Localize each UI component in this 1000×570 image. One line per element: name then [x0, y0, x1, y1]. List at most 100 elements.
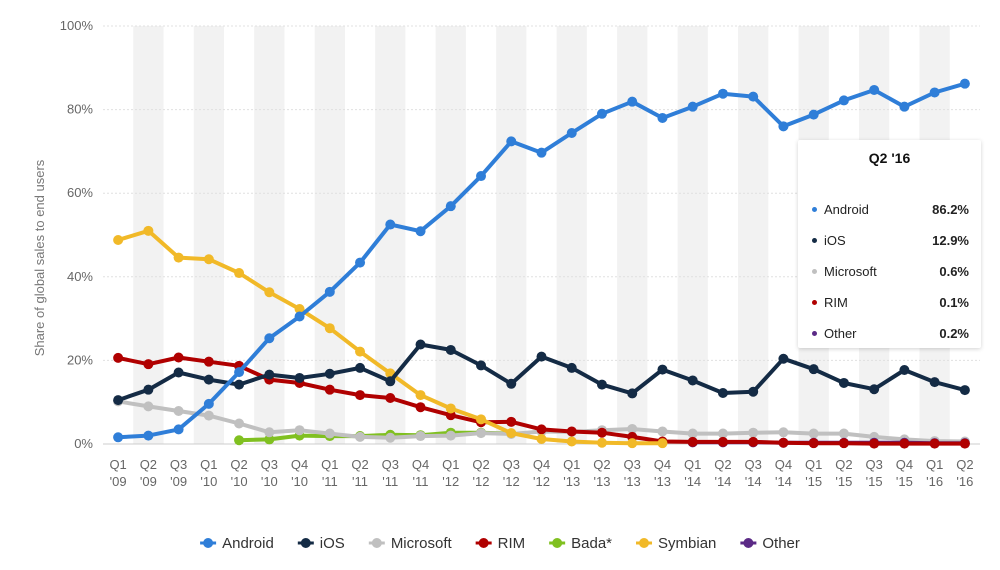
- rim-point[interactable]: [203, 356, 214, 367]
- microsoft-point[interactable]: [173, 405, 184, 416]
- android-point[interactable]: [717, 88, 728, 99]
- symbian-point[interactable]: [113, 235, 124, 246]
- legend-item-rim[interactable]: RIM: [475, 535, 526, 552]
- android-point[interactable]: [929, 87, 940, 98]
- rim-point[interactable]: [415, 402, 426, 413]
- android-point[interactable]: [203, 398, 214, 409]
- symbian-point[interactable]: [476, 414, 487, 425]
- bada-point[interactable]: [264, 434, 275, 445]
- ios-point[interactable]: [869, 384, 880, 395]
- rim-point[interactable]: [324, 384, 335, 395]
- android-point[interactable]: [536, 147, 547, 158]
- microsoft-point[interactable]: [838, 428, 849, 439]
- microsoft-point[interactable]: [627, 423, 638, 434]
- ios-point[interactable]: [113, 395, 124, 406]
- android-point[interactable]: [899, 101, 910, 112]
- ios-point[interactable]: [476, 360, 487, 371]
- ios-point[interactable]: [385, 376, 396, 387]
- android-point[interactable]: [838, 95, 849, 106]
- android-point[interactable]: [959, 78, 970, 89]
- microsoft-point[interactable]: [476, 428, 487, 439]
- rim-point[interactable]: [566, 426, 577, 437]
- ios-point[interactable]: [929, 377, 940, 388]
- rim-point[interactable]: [687, 436, 698, 447]
- symbian-point[interactable]: [143, 225, 154, 236]
- android-point[interactable]: [113, 432, 124, 443]
- ios-point[interactable]: [445, 344, 456, 355]
- ios-point[interactable]: [324, 368, 335, 379]
- ios-point[interactable]: [778, 353, 789, 364]
- rim-point[interactable]: [506, 416, 517, 427]
- legend-item-microsoft[interactable]: Microsoft: [368, 535, 453, 552]
- legend-item-bada[interactable]: Bada*: [549, 535, 612, 552]
- ios-point[interactable]: [415, 339, 426, 350]
- microsoft-point[interactable]: [324, 428, 335, 439]
- ios-point[interactable]: [687, 375, 698, 386]
- ios-point[interactable]: [173, 367, 184, 378]
- symbian-point[interactable]: [264, 287, 275, 298]
- ios-point[interactable]: [899, 365, 910, 376]
- rim-point[interactable]: [929, 438, 940, 449]
- ios-point[interactable]: [355, 362, 366, 373]
- rim-point[interactable]: [748, 436, 759, 447]
- microsoft-point[interactable]: [808, 428, 819, 439]
- rim-point[interactable]: [355, 390, 366, 401]
- ios-point[interactable]: [203, 374, 214, 385]
- symbian-point[interactable]: [596, 437, 607, 448]
- ios-point[interactable]: [264, 369, 275, 380]
- rim-point[interactable]: [778, 437, 789, 448]
- ios-point[interactable]: [143, 384, 154, 395]
- ios-point[interactable]: [234, 379, 245, 390]
- ios-point[interactable]: [748, 386, 759, 397]
- android-point[interactable]: [476, 171, 487, 182]
- ios-point[interactable]: [717, 388, 728, 399]
- rim-point[interactable]: [869, 438, 880, 449]
- android-point[interactable]: [294, 311, 305, 322]
- ios-point[interactable]: [506, 378, 517, 389]
- rim-point[interactable]: [143, 359, 154, 370]
- microsoft-point[interactable]: [234, 418, 245, 429]
- rim-point[interactable]: [536, 424, 547, 435]
- android-point[interactable]: [596, 108, 607, 119]
- android-point[interactable]: [657, 112, 668, 123]
- android-point[interactable]: [627, 96, 638, 107]
- ios-point[interactable]: [566, 362, 577, 373]
- android-point[interactable]: [687, 101, 698, 112]
- android-point[interactable]: [415, 226, 426, 237]
- microsoft-point[interactable]: [294, 425, 305, 436]
- microsoft-point[interactable]: [445, 430, 456, 441]
- symbian-point[interactable]: [355, 346, 366, 357]
- microsoft-point[interactable]: [717, 428, 728, 439]
- microsoft-point[interactable]: [355, 431, 366, 442]
- microsoft-point[interactable]: [264, 427, 275, 438]
- legend-item-other[interactable]: Other: [740, 535, 800, 552]
- microsoft-point[interactable]: [415, 431, 426, 442]
- symbian-point[interactable]: [203, 254, 214, 265]
- symbian-point[interactable]: [445, 403, 456, 414]
- rim-point[interactable]: [173, 352, 184, 363]
- android-point[interactable]: [355, 257, 366, 268]
- android-point[interactable]: [748, 91, 759, 102]
- microsoft-point[interactable]: [687, 428, 698, 439]
- android-point[interactable]: [506, 136, 517, 147]
- microsoft-point[interactable]: [203, 410, 214, 421]
- ios-point[interactable]: [627, 388, 638, 399]
- android-point[interactable]: [264, 333, 275, 344]
- ios-point[interactable]: [596, 379, 607, 390]
- microsoft-point[interactable]: [385, 432, 396, 443]
- android-point[interactable]: [566, 128, 577, 139]
- microsoft-point[interactable]: [143, 401, 154, 412]
- ios-point[interactable]: [838, 377, 849, 388]
- symbian-point[interactable]: [657, 438, 668, 449]
- android-point[interactable]: [234, 367, 245, 378]
- symbian-point[interactable]: [234, 268, 245, 279]
- symbian-point[interactable]: [415, 390, 426, 401]
- ios-point[interactable]: [657, 364, 668, 375]
- rim-point[interactable]: [717, 436, 728, 447]
- bada-point[interactable]: [234, 435, 245, 446]
- android-point[interactable]: [385, 219, 396, 230]
- rim-point[interactable]: [113, 352, 124, 363]
- ios-point[interactable]: [536, 351, 547, 362]
- ios-point[interactable]: [959, 385, 970, 396]
- android-point[interactable]: [143, 430, 154, 441]
